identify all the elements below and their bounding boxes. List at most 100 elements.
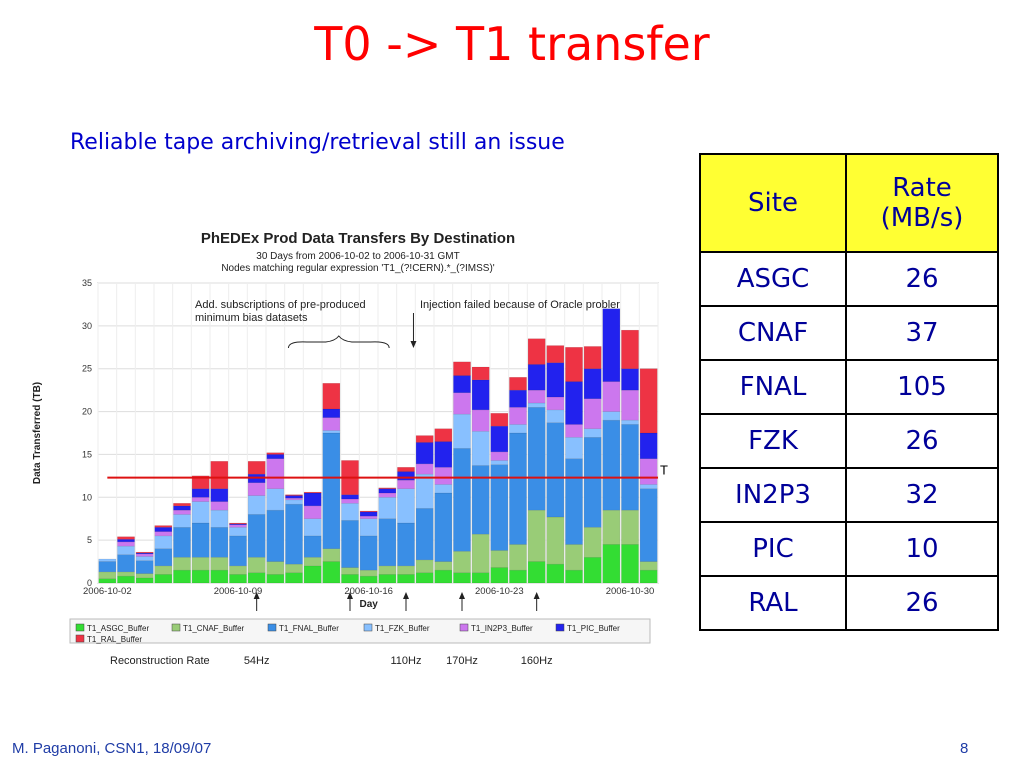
bar-segment-T1_IN2P3_Buffer [247,482,266,496]
bar-segment-T1_ASGC_Buffer [266,574,285,584]
rate-cell: 26 [845,413,999,469]
bar-segment-T1_PIC_Buffer [117,539,135,543]
bar-segment-T1_IN2P3_Buffer [210,501,229,511]
bar-segment-T1_FNAL_Buffer [471,465,490,535]
bar-segment-T1_FZK_Buffer [341,503,359,521]
bar-segment-T1_IN2P3_Buffer [434,467,453,485]
legend-label: T1_CNAF_Buffer [183,624,245,633]
rate-table-header-rate: Rate (MB/s) [845,153,999,253]
bar-segment-T1_IN2P3_Buffer [135,553,154,557]
table-row: FNAL 105 [699,359,999,415]
bar-segment-T1_IN2P3_Buffer [639,458,658,485]
bar-segment-T1_IN2P3_Buffer [527,389,546,404]
bar-segment-T1_CNAF_Buffer [471,533,490,573]
table-row: ASGC 26 [699,251,999,307]
bar-segment-T1_CNAF_Buffer [285,563,303,573]
bar-segment-T1_FZK_Buffer [98,558,117,562]
bar-segment-T1_CNAF_Buffer [434,561,453,571]
bar-segment-T1_IN2P3_Buffer [621,389,639,421]
table-row: RAL 26 [699,575,999,631]
table-row: CNAF 37 [699,305,999,361]
legend-swatch [555,623,565,632]
bar-segment-T1_FNAL_Buffer [154,548,173,567]
bar-segment-T1_RAL_Buffer [117,536,135,540]
chart-subtitle-line: 30 Days from 2006-10-02 to 2006-10-31 GM… [256,251,459,262]
rate-cell: 26 [845,575,999,631]
bar-segment-T1_ASGC_Buffer [210,569,229,584]
bar-segment-T1_FNAL_Buffer [173,527,191,558]
bar-segment-T1_RAL_Buffer [359,510,378,513]
bar-segment-T1_FZK_Buffer [117,545,135,555]
bar-segment-T1_IN2P3_Buffer [490,451,509,461]
x-axis-label: Day [359,599,378,610]
bar-segment-T1_ASGC_Buffer [191,569,210,584]
legend-label: T1_IN2P3_Buffer [471,624,533,633]
bar-segment-T1_CNAF_Buffer [602,509,621,545]
bar-segment-T1_ASGC_Buffer [154,574,173,584]
bar-segment-T1_FNAL_Buffer [285,503,303,565]
slide-subtitle: Reliable tape archiving/retrieval still … [70,130,565,155]
bar-segment-T1_CNAF_Buffer [154,565,173,575]
bar-segment-T1_CNAF_Buffer [210,557,229,571]
bar-segment-T1_FNAL_Buffer [546,422,565,518]
bar-segment-T1_ASGC_Buffer [359,575,378,584]
marker-arrow-head [533,592,540,599]
bar-segment-T1_CNAF_Buffer [490,550,509,568]
bar-segment-T1_FZK_Buffer [303,518,322,537]
bar-segment-T1_FNAL_Buffer [509,432,527,545]
bar-segment-T1_FZK_Buffer [602,411,621,421]
bar-segment-T1_FNAL_Buffer [229,535,247,567]
bar-segment-T1_RAL_Buffer [583,346,602,369]
bar-segment-T1_PIC_Buffer [322,408,341,418]
bar-segment-T1_FZK_Buffer [266,488,285,511]
bar-segment-T1_ASGC_Buffer [98,578,117,584]
bar-segment-T1_FZK_Buffer [154,535,173,549]
bar-segment-T1_FZK_Buffer [359,518,378,537]
bar-segment-T1_FNAL_Buffer [415,508,434,561]
bar-segment-T1_RAL_Buffer [415,435,434,443]
bar-segment-T1_ASGC_Buffer [527,561,546,584]
bar-segment-T1_FZK_Buffer [621,419,639,425]
bar-segment-T1_FNAL_Buffer [135,560,154,574]
bar-segment-T1_FZK_Buffer [173,514,191,528]
bar-segment-T1_ASGC_Buffer [621,544,639,584]
bar-segment-T1_IN2P3_Buffer [397,479,415,489]
y-tick-label: 25 [82,364,92,374]
bar-segment-T1_ASGC_Buffer [285,572,303,584]
bar-segment-T1_FNAL_Buffer [322,432,341,549]
chart-subtitle-line: Nodes matching regular expression 'T1_(?… [221,263,494,274]
bar-segment-T1_RAL_Buffer [266,452,285,455]
bar-segment-T1_PIC_Buffer [266,454,285,459]
bar-segment-T1_FNAL_Buffer [247,514,266,558]
bar-segment-T1_IN2P3_Buffer [303,505,322,519]
bar-segment-T1_PIC_Buffer [173,505,191,511]
bar-segment-T1_RAL_Buffer [509,377,527,391]
bar-segment-T1_FZK_Buffer [210,509,229,528]
bar-segment-T1_PIC_Buffer [303,492,322,507]
bar-segment-T1_FZK_Buffer [378,497,397,519]
bar-segment-T1_CNAF_Buffer [135,573,154,579]
y-tick-label: 0 [87,578,92,588]
bar-segment-T1_CNAF_Buffer [173,557,191,571]
bar-segment-T1_FNAL_Buffer [359,535,378,571]
x-tick-label: 2006-10-16 [344,586,393,597]
bar-segment-T1_PIC_Buffer [490,425,509,453]
bar-segment-T1_IN2P3_Buffer [285,497,303,501]
rate-line-label: T [660,463,668,478]
bar-segment-T1_CNAF_Buffer [191,557,210,571]
bar-segment-T1_ASGC_Buffer [135,577,154,584]
x-tick-label: 2006-10-30 [606,586,655,597]
bar-segment-T1_ASGC_Buffer [509,569,527,584]
bar-segment-T1_FNAL_Buffer [210,527,229,558]
bar-segment-T1_ASGC_Buffer [322,561,341,584]
bar-segment-T1_IN2P3_Buffer [546,396,565,411]
bar-segment-T1_IN2P3_Buffer [509,407,527,425]
table-row: FZK 26 [699,413,999,469]
annotation-injection-failed: Injection failed because of Oracle probl… [420,299,620,311]
bar-segment-T1_CNAF_Buffer [266,561,285,575]
bar-segment-T1_ASGC_Buffer [341,574,359,584]
y-tick-label: 5 [87,535,92,545]
bar-segment-T1_ASGC_Buffer [583,557,602,584]
bar-segment-T1_FZK_Buffer [135,556,154,561]
bar-segment-T1_PIC_Buffer [434,441,453,468]
